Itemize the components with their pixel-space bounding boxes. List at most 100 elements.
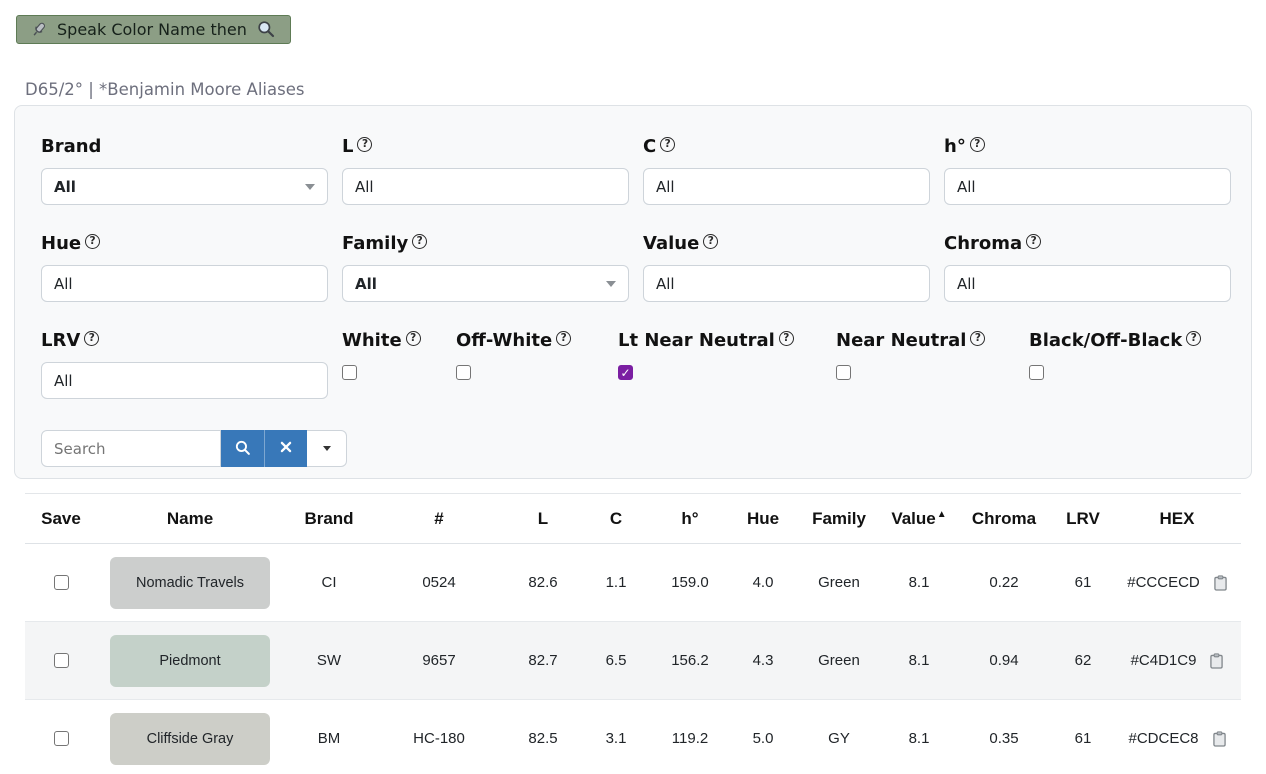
cell-number: 0524: [375, 543, 503, 622]
save-checkbox[interactable]: [53, 653, 69, 668]
cell-l: 82.5: [503, 699, 583, 774]
color-swatch[interactable]: Nomadic Travels: [110, 556, 270, 609]
search-icon: [256, 19, 276, 39]
copy-hex-button[interactable]: [1212, 730, 1226, 747]
save-checkbox[interactable]: [53, 731, 69, 746]
help-icon[interactable]: ?: [84, 330, 100, 346]
l-label: L?: [342, 136, 629, 160]
col-header-brand[interactable]: Brand: [283, 493, 375, 544]
search-submit-button[interactable]: [221, 430, 264, 467]
color-swatch[interactable]: Piedmont: [110, 634, 270, 687]
filter-family: Family? All: [342, 233, 629, 302]
color-swatch[interactable]: Cliffside Gray: [110, 712, 270, 765]
help-icon[interactable]: ?: [778, 330, 794, 346]
filter-value: Value?: [643, 233, 930, 302]
cell-h: 159.0: [649, 543, 731, 622]
help-icon[interactable]: ?: [703, 233, 719, 249]
c-label: C?: [643, 136, 930, 160]
lt-near-neutral-checkbox[interactable]: [618, 365, 633, 380]
hue-label: Hue?: [41, 233, 328, 257]
color-name: Nomadic Travels: [136, 574, 244, 591]
table-row: Nomadic Travels CI 0524 82.6 1.1 159.0 4…: [25, 543, 1241, 622]
filter-near-neutral: Near Neutral?: [836, 330, 1029, 399]
clipboard-icon: [1210, 652, 1224, 669]
l-input[interactable]: [342, 168, 629, 205]
color-name: Piedmont: [159, 652, 221, 669]
clear-search-button[interactable]: [264, 430, 307, 467]
clipboard-icon: [1212, 730, 1226, 747]
cell-value: 8.1: [883, 621, 955, 700]
col-header-h[interactable]: h°: [649, 493, 731, 544]
col-header-chroma[interactable]: Chroma: [955, 493, 1053, 544]
h-input[interactable]: [944, 168, 1231, 205]
help-icon[interactable]: ?: [1186, 330, 1202, 346]
help-icon[interactable]: ?: [1026, 233, 1042, 249]
near-neutral-label: Near Neutral?: [836, 330, 1029, 351]
cell-chroma: 0.35: [955, 699, 1053, 774]
col-header-hex[interactable]: HEX: [1113, 493, 1241, 544]
filter-c: C?: [643, 136, 930, 205]
help-icon[interactable]: ?: [357, 136, 373, 152]
cell-c: 6.5: [583, 621, 649, 700]
filter-black-off-black: Black/Off-Black?: [1029, 330, 1202, 399]
white-label: White?: [342, 330, 456, 351]
hue-input[interactable]: [41, 265, 328, 302]
lrv-input[interactable]: [41, 362, 328, 399]
cell-value: 8.1: [883, 543, 955, 622]
chevron-down-icon: [606, 280, 616, 287]
help-icon[interactable]: ?: [969, 136, 985, 152]
search-input[interactable]: [41, 430, 221, 467]
cell-lrv: 61: [1053, 699, 1113, 774]
col-header-hue[interactable]: Hue: [731, 493, 795, 544]
table-header-row: Save Name Brand # L C h° Hue Family Valu…: [25, 493, 1241, 544]
col-header-value[interactable]: Value▲: [883, 493, 955, 544]
page-subtitle: D65/2° | *Benjamin Moore Aliases: [25, 80, 305, 99]
col-header-c[interactable]: C: [583, 493, 649, 544]
help-icon[interactable]: ?: [85, 233, 101, 249]
chroma-input[interactable]: [944, 265, 1231, 302]
cell-l: 82.7: [503, 621, 583, 700]
filter-brand: Brand All: [41, 136, 328, 205]
brand-select[interactable]: All: [41, 168, 328, 205]
col-header-lrv[interactable]: LRV: [1053, 493, 1113, 544]
c-input[interactable]: [643, 168, 930, 205]
col-header-name[interactable]: Name: [97, 493, 283, 544]
help-icon[interactable]: ?: [660, 136, 676, 152]
table-row: Cliffside Gray BM HC-180 82.5 3.1 119.2 …: [25, 699, 1241, 774]
near-neutral-checkbox[interactable]: [836, 365, 851, 380]
speak-color-button-label: Speak Color Name then: [57, 19, 247, 39]
col-header-number[interactable]: #: [375, 493, 503, 544]
filter-lrv: LRV?: [41, 330, 328, 399]
help-icon[interactable]: ?: [970, 330, 986, 346]
cell-l: 82.6: [503, 543, 583, 622]
speak-color-button[interactable]: Speak Color Name then: [16, 15, 291, 44]
cell-h: 119.2: [649, 699, 731, 774]
off-white-checkbox[interactable]: [456, 365, 471, 380]
filter-row-3: LRV? White? Off-White? Lt Near Neutral? …: [41, 330, 1225, 399]
filter-l: L?: [342, 136, 629, 205]
help-icon[interactable]: ?: [405, 330, 421, 346]
family-select-value: All: [355, 274, 377, 293]
brand-select-value: All: [54, 177, 76, 196]
save-checkbox[interactable]: [53, 575, 69, 590]
help-icon[interactable]: ?: [556, 330, 572, 346]
search-group: [41, 430, 1225, 467]
brand-label: Brand: [41, 136, 102, 157]
copy-hex-button[interactable]: [1210, 652, 1224, 669]
family-select[interactable]: All: [342, 265, 629, 302]
cell-hue: 4.3: [731, 621, 795, 700]
col-header-family[interactable]: Family: [795, 493, 883, 544]
white-checkbox[interactable]: [342, 365, 357, 380]
color-results-table: Save Name Brand # L C h° Hue Family Valu…: [25, 493, 1241, 774]
family-label: Family?: [342, 233, 629, 257]
col-header-l[interactable]: L: [503, 493, 583, 544]
cell-brand: BM: [283, 699, 375, 774]
cell-hex: #CCCECD: [1127, 574, 1200, 591]
search-options-dropdown[interactable]: [307, 430, 347, 467]
col-header-save[interactable]: Save: [25, 493, 97, 544]
value-input[interactable]: [643, 265, 930, 302]
copy-hex-button[interactable]: [1214, 574, 1227, 591]
chroma-label: Chroma?: [944, 233, 1231, 257]
help-icon[interactable]: ?: [412, 233, 428, 249]
black-off-black-checkbox[interactable]: [1029, 365, 1044, 380]
